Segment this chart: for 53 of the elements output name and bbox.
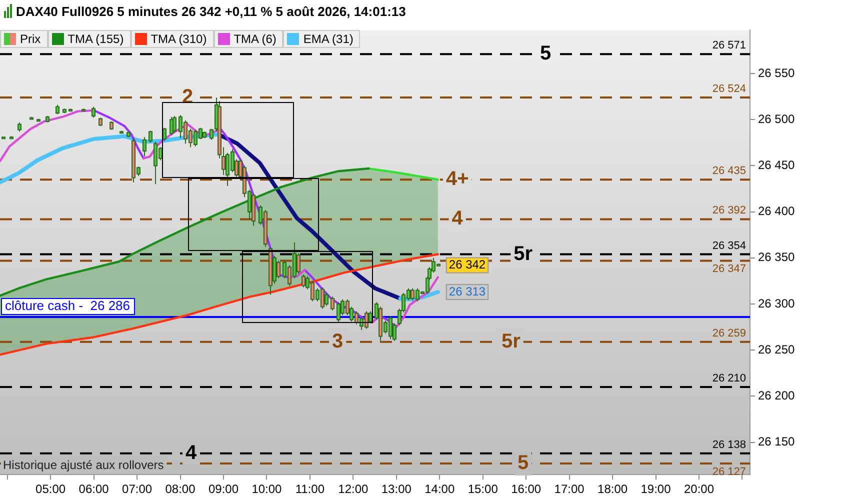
- y-tick-label: 26 350: [758, 250, 796, 264]
- legend-label: Prix: [20, 32, 41, 46]
- ref-line-label: 26 347: [712, 263, 746, 276]
- legend-label: TMA (310): [150, 32, 207, 46]
- chart-title: DAX40 Full0926 5 minutes 26 342 +0,11 % 5 août 2026, 14:01:13: [16, 4, 406, 18]
- ref-line-label: 26 210: [712, 372, 746, 385]
- x-tick-label: 17:00: [554, 482, 585, 496]
- x-tick-label: 15:00: [468, 482, 498, 496]
- x-tick-label: 20:00: [684, 482, 714, 496]
- annotation: 5: [517, 452, 529, 474]
- annotation: 26 342: [448, 258, 486, 272]
- y-tick-label: 26 450: [758, 158, 796, 172]
- annotation: 4+: [446, 168, 469, 190]
- y-tick-label: 26 200: [758, 388, 796, 403]
- y-tick-label: 26 300: [758, 296, 796, 310]
- ref-line-label: 26 571: [712, 40, 746, 52]
- annotation: 4: [186, 442, 198, 464]
- annotation: 5: [540, 42, 552, 65]
- x-tick-label: 14:00: [424, 482, 455, 496]
- x-tick-label: 07:00: [122, 482, 152, 496]
- x-tick-label: 12:00: [338, 482, 369, 496]
- ref-line-label: 26 524: [712, 83, 746, 96]
- x-tick-label: 11:00: [295, 482, 325, 496]
- x-tick-label: 18:00: [598, 482, 628, 496]
- ref-line-label: 26 435: [712, 165, 746, 178]
- annotation: 26 313: [448, 284, 486, 298]
- x-tick-label: 13:00: [381, 482, 412, 496]
- legend-label: EMA (31): [303, 32, 354, 46]
- x-tick-label: 19:00: [640, 482, 672, 496]
- y-tick-label: 26 250: [758, 342, 796, 356]
- y-tick-label: 26 150: [758, 434, 796, 449]
- ref-line-label: 26 259: [712, 327, 746, 340]
- annotation: 4: [452, 208, 464, 230]
- legend-label: TMA (155): [68, 32, 124, 46]
- y-tick-label: 26 500: [758, 112, 796, 126]
- x-tick-label: 08:00: [165, 482, 196, 496]
- annotation: Historique ajusté aux rollovers: [3, 458, 164, 472]
- ref-line-label: 26 392: [712, 204, 746, 217]
- x-tick-label: 06:00: [78, 482, 110, 496]
- y-tick-label: 26 550: [758, 66, 796, 80]
- ref-line-label: 26 138: [712, 438, 746, 451]
- annotation: 5r: [502, 330, 521, 352]
- x-tick-label: 10:00: [252, 482, 282, 496]
- ref-line-label: clôture cash - 26 286: [5, 298, 130, 314]
- annotation: 3: [332, 330, 344, 352]
- x-tick-label: 16:00: [511, 482, 542, 496]
- annotation: 5r: [514, 242, 533, 265]
- legend-label: TMA (6): [234, 32, 276, 46]
- x-tick-label: 09:00: [208, 482, 239, 496]
- ref-line-label: 26 354: [712, 240, 746, 252]
- y-tick-label: 26 400: [758, 204, 796, 218]
- x-tick-label: 05:00: [36, 482, 66, 496]
- ref-line-label: 26 127: [712, 466, 746, 478]
